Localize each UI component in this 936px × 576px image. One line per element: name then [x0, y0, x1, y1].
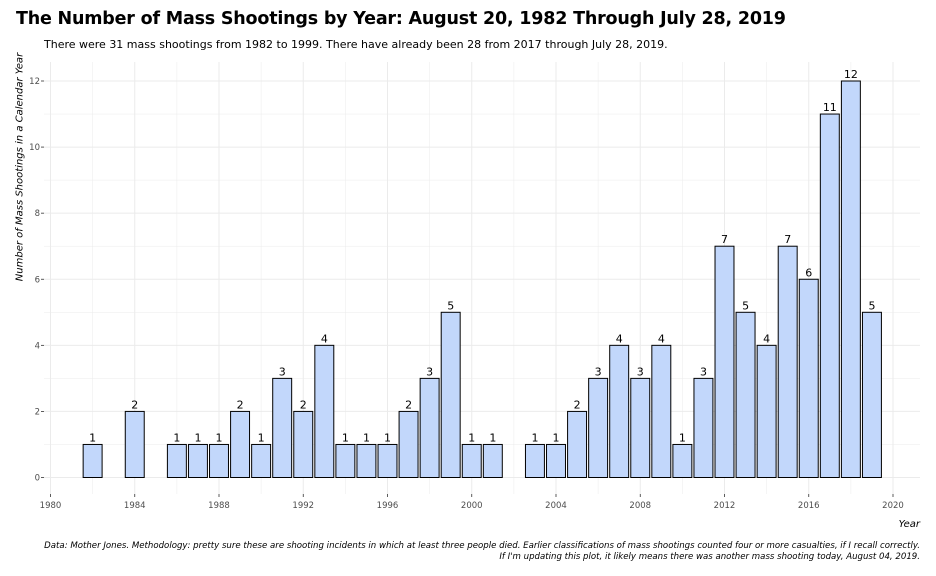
chart-subtitle: There were 31 mass shootings from 1982 t… [44, 38, 668, 51]
bar-2010 [672, 443, 693, 479]
value-label-2005: 2 [574, 398, 581, 411]
value-label-2016: 6 [805, 266, 812, 279]
value-label-1996: 1 [384, 431, 391, 444]
bar-1996 [377, 443, 398, 479]
x-tick-label: 2008 [629, 501, 651, 511]
y-tick-label: 12 [29, 77, 40, 87]
value-label-1990: 1 [258, 431, 265, 444]
value-label-2012: 7 [721, 233, 728, 246]
caption-line-1: Data: Mother Jones. Methodology: pretty … [44, 541, 920, 551]
value-label-1999: 5 [447, 299, 454, 312]
value-label-2014: 4 [763, 332, 770, 345]
bar-2004 [546, 443, 566, 479]
value-label-2006: 3 [595, 365, 602, 378]
bar-2017 [819, 113, 840, 479]
value-label-2001: 1 [489, 431, 496, 444]
x-tick-label: 2012 [714, 501, 736, 511]
bar-2008 [630, 377, 651, 478]
bar-2001 [482, 443, 503, 479]
value-label-1988: 1 [216, 431, 223, 444]
bar-1994 [335, 443, 356, 479]
x-tick-label: 1980 [40, 501, 62, 511]
value-label-2019: 5 [868, 299, 875, 312]
x-tick-label: 2020 [882, 501, 904, 511]
value-label-2018: 12 [844, 68, 858, 81]
y-tick-label: 2 [35, 407, 40, 417]
x-tick-label: 2016 [798, 501, 820, 511]
bars [82, 80, 882, 479]
bar-1999 [440, 311, 461, 478]
chart-title: The Number of Mass Shootings by Year: Au… [16, 9, 786, 29]
y-tick-label: 8 [35, 209, 40, 219]
value-label-1995: 1 [363, 431, 370, 444]
bar-1990 [251, 443, 272, 479]
x-tick-label: 1988 [208, 501, 230, 511]
value-label-1989: 2 [237, 398, 244, 411]
bar-2019 [861, 311, 882, 478]
value-label-2000: 1 [468, 431, 475, 444]
chart-caption: Data: Mother Jones. Methodology: pretty … [44, 541, 920, 563]
value-label-1991: 3 [279, 365, 286, 378]
bar-1991 [272, 377, 293, 478]
bar-2003 [524, 443, 545, 479]
bar-2013 [735, 311, 756, 478]
bar-1997 [398, 410, 419, 478]
bar-1984 [124, 410, 145, 478]
bar-2015 [777, 245, 798, 478]
x-tick-label: 1992 [292, 501, 314, 511]
bar-1998 [419, 377, 440, 478]
bar-1982 [82, 443, 103, 479]
value-label-2015: 7 [784, 233, 791, 246]
caption-line-2: If I'm updating this plot, it likely mea… [499, 552, 920, 562]
bar-2005 [567, 410, 588, 478]
y-tick-label: 4 [35, 341, 40, 351]
value-label-2004: 1 [553, 431, 560, 444]
value-label-2010: 1 [679, 431, 686, 444]
value-label-2007: 4 [616, 332, 623, 345]
bar-2014 [756, 344, 777, 479]
y-tick-label: 6 [35, 275, 40, 285]
bar-2016 [798, 278, 819, 478]
bar-1989 [230, 410, 251, 478]
value-label-1994: 1 [342, 431, 349, 444]
y-tick-label: 0 [35, 474, 40, 484]
value-label-1998: 3 [426, 365, 433, 378]
bar-2009 [651, 344, 672, 479]
value-label-1992: 2 [300, 398, 307, 411]
bar-2006 [588, 377, 609, 478]
bar-1993 [314, 344, 335, 479]
value-label-1984: 2 [131, 398, 138, 411]
bar-2007 [609, 344, 630, 479]
x-tick-label: 2004 [545, 501, 567, 511]
y-tick-label: 10 [29, 143, 40, 153]
x-tick-label: 2000 [461, 501, 483, 511]
axis-ticks: 1980 1984 1988 1992 1996 2000 2004 2008 2012 2016… [29, 77, 904, 511]
value-label-2008: 3 [637, 365, 644, 378]
x-axis-label: Year [898, 519, 920, 530]
value-label-1993: 4 [321, 332, 328, 345]
bar-1995 [356, 443, 377, 479]
bar-2011 [693, 377, 714, 478]
bar-2000 [461, 443, 482, 479]
bar-2018 [840, 80, 861, 478]
value-label-1982: 1 [89, 431, 96, 444]
bar-1987 [187, 443, 208, 479]
value-label-1997: 2 [405, 398, 412, 411]
x-tick-label: 1996 [377, 501, 399, 511]
value-label-2009: 4 [658, 332, 665, 345]
value-label-2017: 11 [823, 101, 837, 114]
value-label-2003: 1 [531, 431, 538, 444]
value-label-2013: 5 [742, 299, 749, 312]
bar-1988 [209, 443, 229, 479]
bar-2012 [714, 245, 735, 478]
bar-1992 [293, 410, 314, 478]
value-label-1986: 1 [173, 431, 180, 444]
value-label-2011: 3 [700, 365, 707, 378]
x-tick-label: 1984 [124, 501, 146, 511]
bar-1986 [166, 443, 187, 479]
value-label-1987: 1 [194, 431, 201, 444]
